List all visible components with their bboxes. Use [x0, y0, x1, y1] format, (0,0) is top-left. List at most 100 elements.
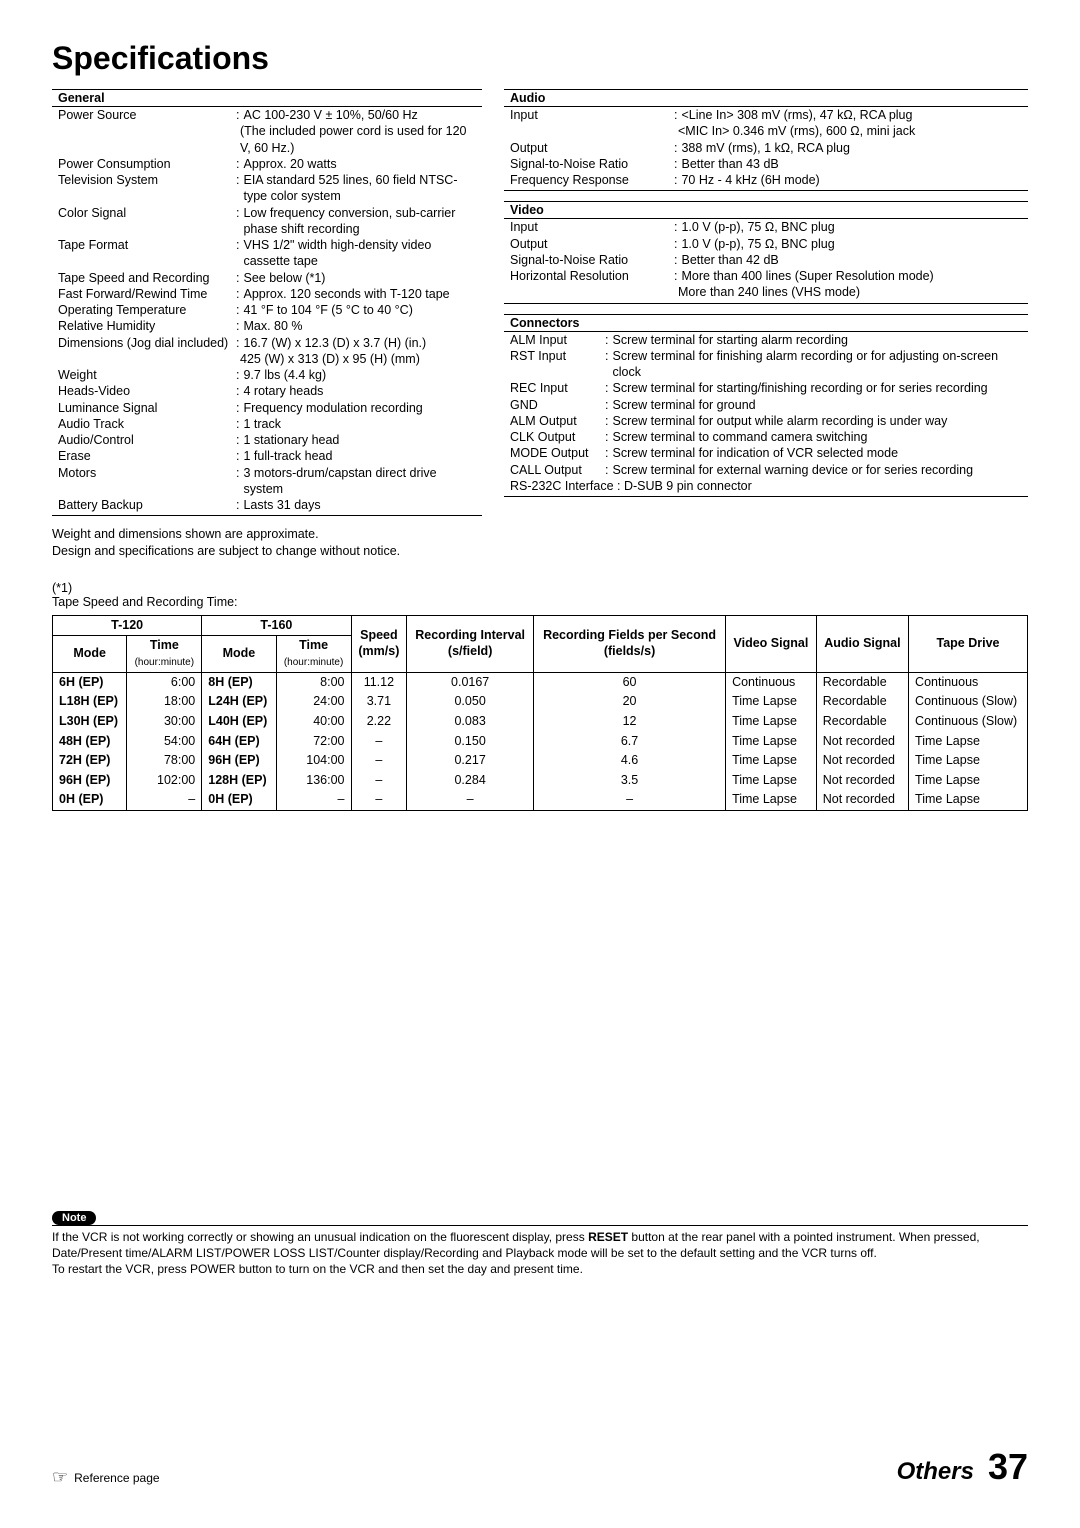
table-cell: 60 [534, 672, 726, 692]
spec-row: Motors:3 motors-drum/capstan direct driv… [52, 465, 482, 498]
note-pill: Note [52, 1211, 96, 1225]
table-cell: 96H (EP) [53, 771, 127, 791]
spec-row: Fast Forward/Rewind Time:Approx. 120 sec… [52, 286, 482, 302]
spec-label: Output [510, 140, 674, 156]
th-time-1: Time(hour:minute) [127, 636, 202, 672]
table-cell: 0.0167 [407, 672, 534, 692]
spec-value: Lasts 31 days [243, 497, 478, 513]
table-cell: – [276, 790, 351, 810]
audio-header: Audio [504, 90, 1028, 107]
spec-label: Signal-to-Noise Ratio [510, 252, 674, 268]
table-cell: Recordable [816, 712, 908, 732]
note-body: If the VCR is not working correctly or s… [52, 1225, 1028, 1278]
table-cell: 78:00 [127, 751, 202, 771]
spec-row: Audio Track:1 track [52, 416, 482, 432]
spec-value: Better than 43 dB [681, 156, 1024, 172]
spec-row: Tape Format:VHS 1/2" width high-density … [52, 237, 482, 270]
table-cell: 0H (EP) [202, 790, 276, 810]
spec-label: ALM Input [510, 332, 605, 348]
th-audio-signal: Audio Signal [816, 615, 908, 672]
table-cell: 0.083 [407, 712, 534, 732]
spec-row: Input:1.0 V (p-p), 75 Ω, BNC plug [504, 219, 1028, 235]
spec-label [510, 123, 674, 139]
spec-row: Relative Humidity:Max. 80 % [52, 318, 482, 334]
th-mode-1: Mode [53, 636, 127, 672]
table-cell: 8:00 [276, 672, 351, 692]
spec-row: CLK Output:Screw terminal to command cam… [504, 429, 1028, 445]
spec-row: Battery Backup:Lasts 31 days [52, 497, 482, 513]
table-cell: 3.71 [351, 692, 407, 712]
table-cell: Time Lapse [726, 790, 817, 810]
table-cell: Time Lapse [726, 732, 817, 752]
table-cell: 0H (EP) [53, 790, 127, 810]
table-cell: 20 [534, 692, 726, 712]
spec-row: Output:388 mV (rms), 1 kΩ, RCA plug [504, 140, 1028, 156]
table-cell: 48H (EP) [53, 732, 127, 752]
approx-note: Weight and dimensions shown are approxim… [52, 526, 482, 559]
footnote-marker: (*1) [52, 581, 482, 595]
spec-label: Battery Backup [58, 497, 236, 513]
table-cell: 8H (EP) [202, 672, 276, 692]
spec-value: 1 stationary head [243, 432, 478, 448]
spec-label: Power Consumption [58, 156, 236, 172]
spec-label: Audio Track [58, 416, 236, 432]
table-row: 6H (EP)6:008H (EP)8:0011.120.016760Conti… [53, 672, 1028, 692]
spec-label: Television System [58, 172, 236, 205]
table-cell: Recordable [816, 672, 908, 692]
table-cell: – [534, 790, 726, 810]
table-cell: 6:00 [127, 672, 202, 692]
spec-value: <Line In> 308 mV (rms), 47 kΩ, RCA plug [681, 107, 1024, 123]
table-cell: 96H (EP) [202, 751, 276, 771]
spec-row: ALM Output:Screw terminal for output whi… [504, 413, 1028, 429]
table-cell: 128H (EP) [202, 771, 276, 791]
spec-label: Weight [58, 367, 236, 383]
spec-value: Screw terminal for output while alarm re… [612, 413, 1024, 429]
table-cell: Not recorded [816, 732, 908, 752]
spec-label: Operating Temperature [58, 302, 236, 318]
spec-row: Input:<Line In> 308 mV (rms), 47 kΩ, RCA… [504, 107, 1028, 123]
footnote-title: Tape Speed and Recording Time: [52, 595, 482, 609]
th-tape-drive: Tape Drive [909, 615, 1028, 672]
spec-row: RS-232C Interface : D-SUB 9 pin connecto… [504, 478, 1028, 494]
table-cell: 3.5 [534, 771, 726, 791]
table-cell: Continuous (Slow) [909, 712, 1028, 732]
spec-value: VHS 1/2" width high-density video casset… [243, 237, 478, 270]
spec-label: CLK Output [510, 429, 605, 445]
table-cell: 54:00 [127, 732, 202, 752]
spec-row: (The included power cord is used for 120… [52, 123, 482, 156]
th-fields: Recording Fields per Second(fields/s) [534, 615, 726, 672]
spec-label: Input [510, 219, 674, 235]
recording-table: T-120 T-160 Speed(mm/s) Recording Interv… [52, 615, 1028, 811]
table-cell: Continuous (Slow) [909, 692, 1028, 712]
note-line-2: Design and specifications are subject to… [52, 543, 482, 559]
table-cell: Time Lapse [909, 790, 1028, 810]
th-interval: Recording Interval(s/field) [407, 615, 534, 672]
spec-value: Low frequency conversion, sub-carrier ph… [243, 205, 478, 238]
spec-label [58, 351, 236, 367]
spec-row: ALM Input:Screw terminal for starting al… [504, 332, 1028, 348]
spec-row: Frequency Response:70 Hz - 4 kHz (6H mod… [504, 172, 1028, 188]
table-cell: Time Lapse [909, 732, 1028, 752]
spec-value: Approx. 20 watts [243, 156, 478, 172]
spec-row: CALL Output:Screw terminal for external … [504, 462, 1028, 478]
table-cell: 24:00 [276, 692, 351, 712]
table-cell: 6H (EP) [53, 672, 127, 692]
spec-label: Erase [58, 448, 236, 464]
table-cell: – [351, 790, 407, 810]
spec-label: Frequency Response [510, 172, 674, 188]
th-t120: T-120 [53, 615, 202, 636]
table-cell: Continuous [909, 672, 1028, 692]
spec-value: Screw terminal for ground [612, 397, 1024, 413]
table-cell: 12 [534, 712, 726, 732]
note-line-1: Weight and dimensions shown are approxim… [52, 526, 482, 542]
table-cell: Recordable [816, 692, 908, 712]
spec-label: Output [510, 236, 674, 252]
spec-label: REC Input [510, 380, 605, 396]
table-cell: Time Lapse [726, 771, 817, 791]
th-mode-2: Mode [202, 636, 276, 672]
spec-columns: General Power Source:AC 100-230 V ± 10%,… [52, 89, 1028, 609]
table-cell: – [351, 732, 407, 752]
spec-value: Screw terminal for starting/finishing re… [612, 380, 1024, 396]
spec-label: GND [510, 397, 605, 413]
table-cell: – [351, 751, 407, 771]
